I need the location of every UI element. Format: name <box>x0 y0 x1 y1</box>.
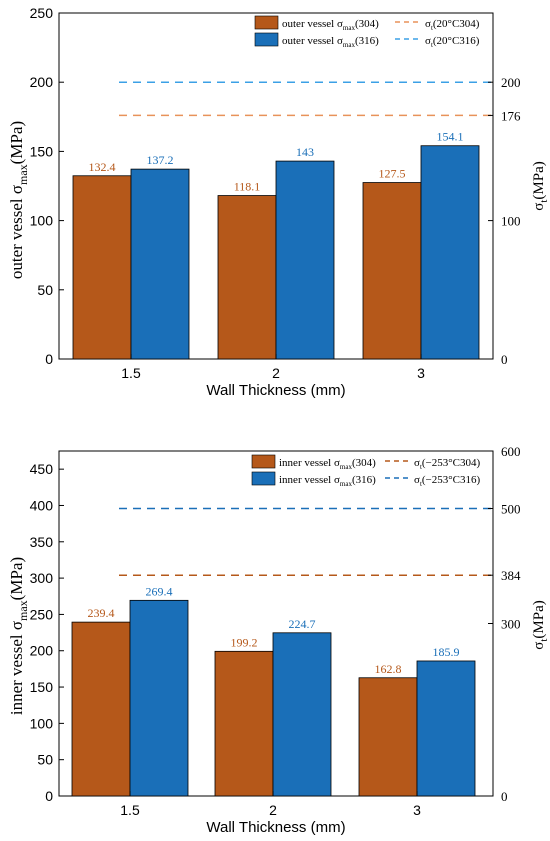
x-tick-label: 1.5 <box>121 365 141 381</box>
y-tick-label: 0 <box>45 788 53 804</box>
bar <box>214 650 274 797</box>
bar <box>72 175 132 360</box>
legend-label-304: outer vessel σmax(304) <box>282 18 379 32</box>
bar-value-label: 239.4 <box>88 606 115 620</box>
legend-line-label-316: σt(20°C316) <box>425 35 480 49</box>
bar <box>129 599 189 797</box>
reference-line-label: 176 <box>501 108 521 123</box>
legend-label-304: inner vessel σmax(304) <box>279 457 376 471</box>
bar-value-label: 143 <box>296 145 314 159</box>
bar-value-label: 154.1 <box>437 130 464 144</box>
bar-value-label: 162.8 <box>375 662 402 676</box>
bar-value-label: 127.5 <box>379 167 406 181</box>
y-tick-label: 450 <box>30 461 54 477</box>
bar-value-label: 269.4 <box>146 584 173 598</box>
bar <box>71 621 131 797</box>
y2-tick-label: 100 <box>501 214 521 229</box>
bar <box>130 168 190 360</box>
reference-line-label: 384 <box>501 568 521 583</box>
x-tick-label: 3 <box>417 365 425 381</box>
y2-axis-label-bottom: σt(MPa) <box>531 600 550 649</box>
legend-swatch-316 <box>254 32 279 47</box>
y-axis-label-top: outer vessel σmax(MPa) <box>7 121 30 279</box>
legend-top: outer vessel σmax(304) outer vessel σmax… <box>254 15 480 49</box>
bar <box>358 677 418 797</box>
bar-value-label: 199.2 <box>231 635 258 649</box>
y-tick-label: 400 <box>30 497 54 513</box>
y-tick-label: 200 <box>30 74 54 90</box>
y-tick-label: 100 <box>30 715 54 731</box>
y2-axis-label-top: σt(MPa) <box>531 161 550 210</box>
x-axis-label-bottom: Wall Thickness (mm) <box>206 819 345 836</box>
y2-tick-label: 0 <box>501 352 508 367</box>
y-tick-label: 50 <box>37 752 53 768</box>
bar <box>272 632 332 797</box>
legend-line-label-316: σt(−253°C316) <box>414 474 480 488</box>
x-tick-label: 1.5 <box>120 802 140 818</box>
x-tick-label: 3 <box>413 802 421 818</box>
y-tick-label: 100 <box>30 213 54 229</box>
bar <box>416 660 476 797</box>
y-tick-label: 250 <box>30 5 54 21</box>
y-tick-label: 300 <box>30 570 54 586</box>
legend-line-label-304: σt(−253°C304) <box>414 457 480 471</box>
x-tick-label: 2 <box>269 802 277 818</box>
reference-line-label: 500 <box>501 502 521 517</box>
bar <box>420 145 480 360</box>
legend-label-316: outer vessel σmax(316) <box>282 35 379 49</box>
bar-value-label: 132.4 <box>89 160 116 174</box>
y2-tick-label: 300 <box>501 617 521 632</box>
legend-swatch-304 <box>254 15 279 30</box>
x-axis-label-top: Wall Thickness (mm) <box>206 382 345 399</box>
y2-tick-label: 600 <box>501 444 521 459</box>
bar-value-label: 185.9 <box>433 645 460 659</box>
reference-line-label: 200 <box>501 75 521 90</box>
y-tick-label: 0 <box>45 351 53 367</box>
bar-value-label: 224.7 <box>289 617 316 631</box>
y-tick-label: 50 <box>37 282 53 298</box>
legend-line-label-304: σt(20°C304) <box>425 18 480 32</box>
x-tick-label: 2 <box>272 365 280 381</box>
legend-label-316: inner vessel σmax(316) <box>279 474 376 488</box>
legend-bottom: inner vessel σmax(304) inner vessel σmax… <box>251 454 480 488</box>
legend-swatch-304 <box>251 454 276 469</box>
bar-value-label: 118.1 <box>234 180 261 194</box>
legend-swatch-316 <box>251 471 276 486</box>
bar-value-label: 137.2 <box>147 153 174 167</box>
bar <box>362 182 422 360</box>
y-tick-label: 200 <box>30 643 54 659</box>
y-tick-label: 150 <box>30 679 54 695</box>
y-tick-label: 150 <box>30 143 54 159</box>
bar <box>275 160 335 360</box>
y-tick-label: 250 <box>30 606 54 622</box>
y2-tick-label: 0 <box>501 789 508 804</box>
chart-bottom: 239.4 199.2 162.8 269.4 224.7 185.9 0 50 100 150… <box>7 444 550 836</box>
y-axis-label-bottom: inner vessel σmax(MPa) <box>7 557 30 715</box>
y-tick-label: 350 <box>30 534 54 550</box>
bar <box>217 195 277 360</box>
